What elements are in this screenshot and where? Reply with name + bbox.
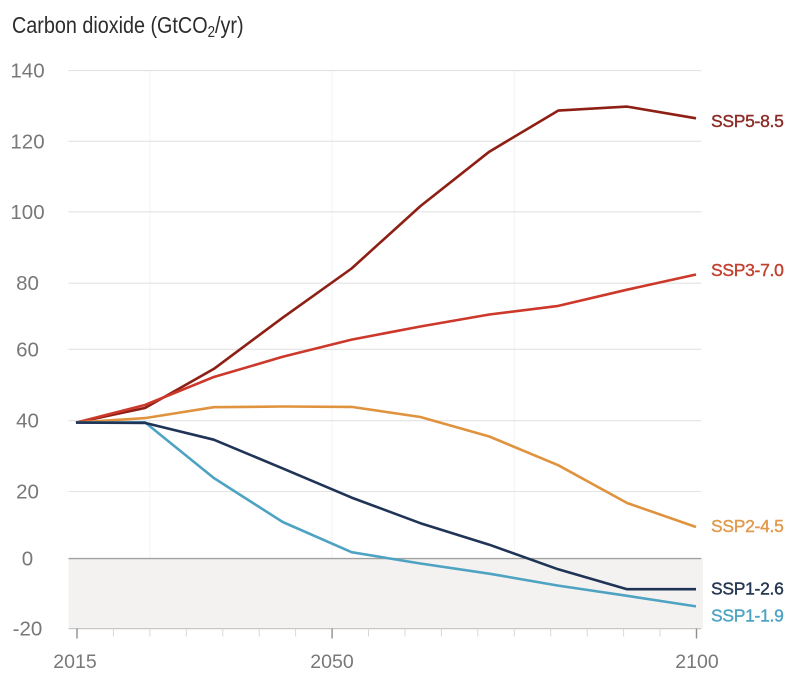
svg-text:SSP3-7.0: SSP3-7.0 (711, 260, 784, 280)
svg-text:40: 40 (16, 410, 39, 433)
svg-text:SSP1-2.6: SSP1-2.6 (711, 579, 784, 599)
svg-text:SSP1-1.9: SSP1-1.9 (711, 606, 784, 626)
svg-text:SSP2-4.5: SSP2-4.5 (711, 516, 784, 536)
svg-text:60: 60 (16, 338, 39, 361)
svg-text:SSP5-8.5: SSP5-8.5 (711, 111, 784, 131)
svg-text:0: 0 (22, 548, 33, 571)
svg-text:120: 120 (10, 130, 44, 153)
svg-text:80: 80 (16, 272, 39, 295)
svg-text:2050: 2050 (310, 651, 354, 673)
svg-text:2015: 2015 (53, 651, 97, 673)
svg-text:Carbon dioxide (GtCO2/yr): Carbon dioxide (GtCO2/yr) (12, 13, 244, 42)
svg-text:20: 20 (16, 481, 39, 504)
svg-text:-20: -20 (13, 618, 43, 641)
svg-text:100: 100 (10, 201, 44, 224)
svg-text:2100: 2100 (675, 651, 719, 673)
svg-text:140: 140 (10, 60, 44, 83)
